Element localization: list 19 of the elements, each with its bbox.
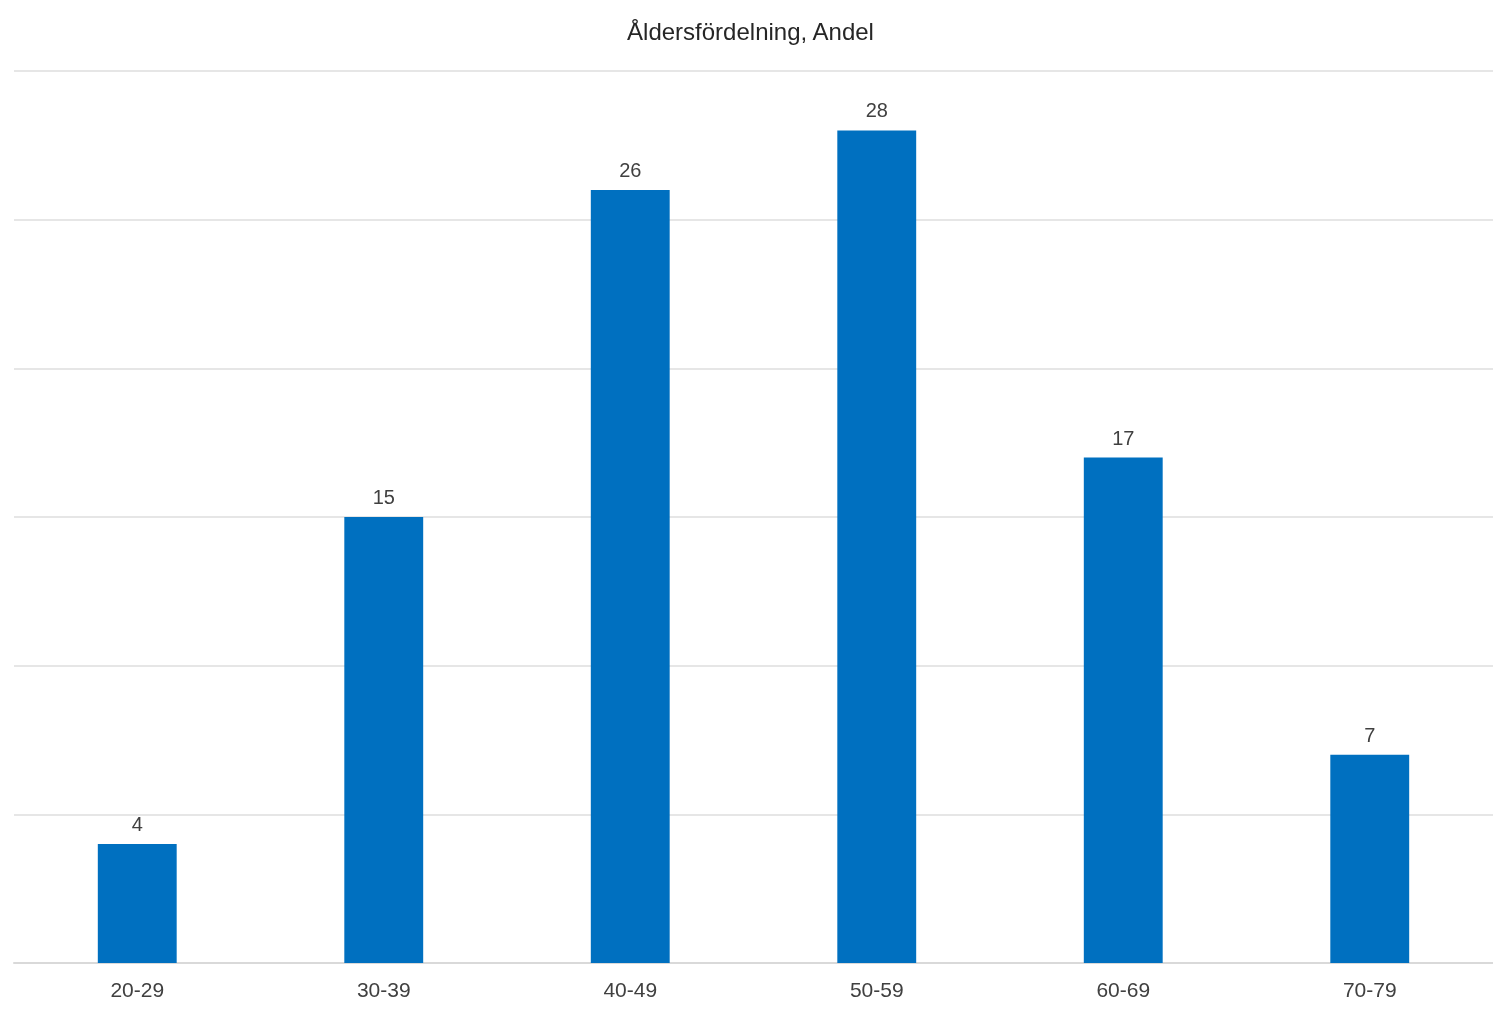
data-label: 7 bbox=[1364, 723, 1376, 746]
x-tick-label: 50-59 bbox=[849, 978, 904, 1001]
x-tick-label: 20-29 bbox=[110, 978, 165, 1001]
bar bbox=[97, 844, 177, 963]
bar bbox=[1330, 754, 1410, 963]
data-label: 15 bbox=[372, 486, 395, 508]
data-label: 28 bbox=[865, 99, 888, 122]
bar bbox=[837, 130, 917, 963]
data-label: 4 bbox=[131, 813, 143, 836]
x-tick-label: 40-49 bbox=[603, 978, 658, 1001]
x-tick-label: 70-79 bbox=[1342, 978, 1397, 1001]
x-tick-label: 30-39 bbox=[356, 978, 411, 1001]
bar bbox=[1083, 457, 1163, 963]
chart-title: Åldersfördelning, Andel bbox=[627, 17, 874, 45]
bar bbox=[590, 189, 670, 963]
x-tick-label: 60-69 bbox=[1096, 978, 1151, 1001]
bar bbox=[344, 517, 424, 963]
data-label: 26 bbox=[619, 158, 642, 181]
data-label: 17 bbox=[1112, 426, 1135, 449]
